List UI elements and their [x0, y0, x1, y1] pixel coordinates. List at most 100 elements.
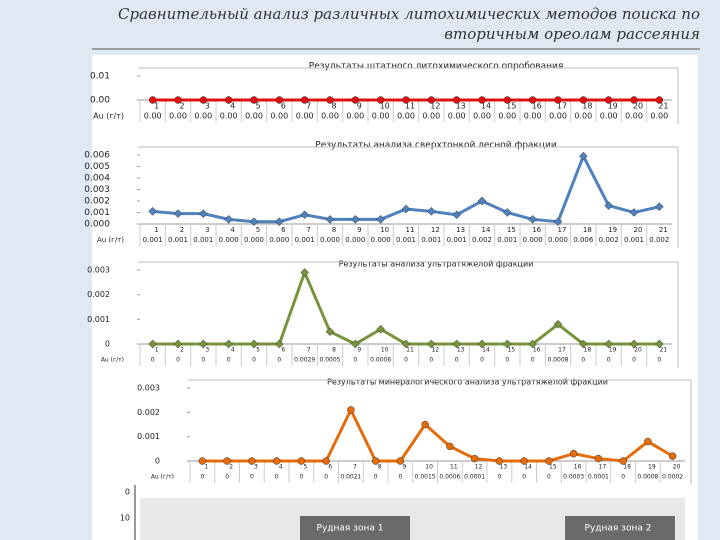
table-value: 0 [505, 357, 509, 364]
data-point [198, 209, 208, 219]
data-point [350, 339, 360, 349]
table-value: 0.00 [321, 112, 339, 121]
data-point [629, 208, 639, 217]
x-tick-label: 5 [303, 464, 307, 471]
table-value: 0.0029 [294, 357, 315, 364]
data-point [604, 339, 614, 349]
table-value: 0.001 [193, 236, 213, 244]
table-value: 0 [227, 357, 231, 364]
x-tick-label: 16 [574, 464, 582, 471]
table-value: 0.001 [143, 236, 163, 244]
x-tick-label: 17 [558, 226, 567, 234]
data-point [578, 151, 588, 161]
table-value: 0 [531, 357, 535, 364]
x-tick-label: 17 [558, 347, 566, 354]
data-point [250, 96, 258, 104]
data-point [477, 196, 487, 206]
data-point [421, 420, 429, 429]
y-tick-label: 0 [105, 340, 110, 349]
x-tick-label: 3 [205, 102, 210, 111]
data-point [528, 339, 538, 349]
x-tick-label: 19 [608, 102, 618, 111]
table-value: 0.001 [624, 236, 644, 244]
y-tick-label: 0.01 [90, 72, 110, 82]
table-value: 0 [607, 357, 611, 364]
data-point [554, 96, 562, 104]
x-tick-label: 21 [660, 347, 668, 354]
x-tick-label: 12 [432, 347, 440, 354]
x-tick-label: 1 [155, 347, 159, 354]
data-point [402, 96, 410, 104]
table-value: 0.00 [574, 112, 592, 121]
table-value: 0 [200, 474, 204, 481]
table-value: 0 [480, 357, 484, 364]
data-point [470, 454, 479, 463]
table-value: 0 [581, 357, 585, 364]
x-tick-label: 2 [229, 464, 233, 471]
table-value: 0 [176, 357, 180, 364]
table-value: 0.00 [524, 112, 542, 121]
table-value: 0.00 [422, 112, 440, 121]
data-point [553, 217, 563, 227]
table-value: 0.002 [649, 236, 669, 244]
x-tick-label: 2 [180, 347, 184, 354]
data-point [224, 215, 234, 224]
data-point [248, 457, 256, 465]
data-point [452, 96, 461, 104]
table-value: 0.000 [371, 236, 391, 244]
data-point [249, 217, 259, 227]
data-point [427, 96, 436, 104]
x-tick-label: 8 [378, 464, 382, 471]
data-point [173, 209, 183, 219]
data-point [322, 457, 330, 465]
x-tick-label: 6 [328, 464, 332, 471]
table-value: 0.00 [144, 112, 162, 121]
y-tick-label: 0.002 [84, 197, 110, 207]
x-tick-label: 4 [230, 226, 235, 234]
title-box: Сравнительный анализ различных литохимич… [118, 5, 700, 43]
section: 0 10 Рудная зона 1 Рудная зона 2 [120, 485, 685, 540]
data-point [401, 204, 411, 214]
data-point [401, 339, 411, 349]
data-point [604, 201, 614, 210]
data-point [371, 457, 380, 465]
table-value: 0 [398, 474, 402, 481]
table-value: 0.001 [168, 236, 188, 244]
table-value: 0 [547, 474, 551, 481]
x-tick-label: 20 [673, 464, 681, 471]
x-tick-label: 7 [307, 347, 311, 354]
x-tick-label: 7 [353, 464, 357, 471]
table-value: 0.00 [169, 112, 187, 121]
chart-panel [92, 55, 698, 540]
data-point [553, 319, 563, 329]
table-value: 0.001 [396, 236, 416, 244]
zone-label: Рудная зона 1 [317, 524, 384, 534]
data-point [502, 208, 512, 217]
x-tick-label: 8 [332, 347, 336, 354]
data-point [173, 339, 183, 349]
x-tick-label: 5 [256, 347, 260, 354]
table-label: Au (г/т) [93, 112, 124, 121]
x-tick-label: 14 [481, 102, 491, 111]
y-tick-label: 0.003 [137, 384, 160, 393]
chart-title: Результаты минералогического анализа уль… [327, 378, 608, 387]
x-tick-label: 2 [180, 226, 184, 234]
y-tick-label: 0.003 [84, 185, 110, 195]
x-tick-label: 9 [357, 347, 361, 354]
data-point [446, 442, 454, 451]
data-point [326, 96, 334, 104]
data-point [426, 206, 436, 216]
table-value: 0.001 [497, 236, 517, 244]
data-point [502, 339, 512, 349]
table-value: 0 [299, 474, 303, 481]
x-tick-label: 2 [179, 102, 184, 111]
table-value: 0 [151, 357, 155, 364]
table-value: 0.0001 [588, 474, 609, 481]
x-tick-label: 9 [357, 102, 362, 111]
x-tick-label: 6 [281, 226, 286, 234]
x-tick-label: 15 [506, 102, 516, 111]
data-point [520, 457, 528, 465]
ore-zone [565, 516, 675, 540]
data-point [325, 327, 335, 337]
table-value: 0.0008 [637, 474, 658, 481]
